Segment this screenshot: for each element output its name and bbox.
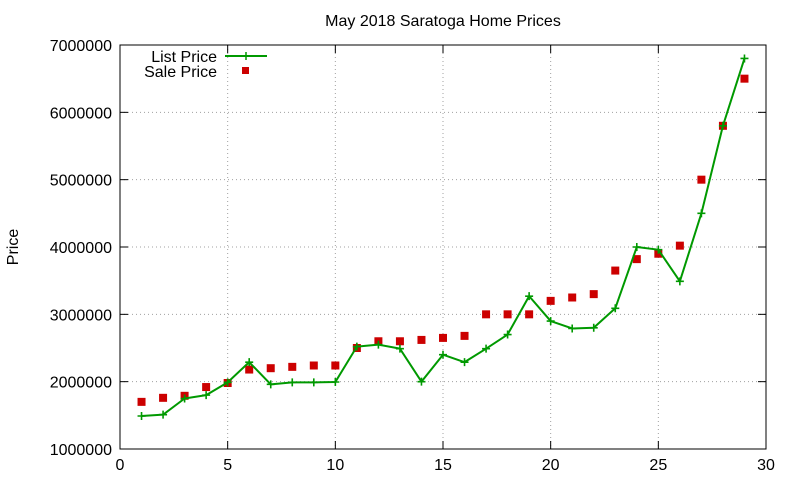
sale-price-point (331, 361, 340, 370)
list-price-point (632, 243, 641, 251)
list-price-point (202, 391, 211, 400)
chart-title: May 2018 Saratoga Home Prices (325, 13, 561, 30)
sale-price-point (266, 364, 275, 373)
list-price-point (352, 342, 361, 351)
series-layer (137, 54, 749, 421)
list-price-point (245, 358, 254, 367)
x-tick-label: 5 (223, 457, 232, 474)
list-price-point (482, 344, 491, 353)
legend: List Price Sale Price (144, 49, 267, 81)
list-price-point (309, 378, 318, 387)
list-price-point (589, 323, 598, 332)
sale-price-point (503, 310, 512, 319)
list-price-point (654, 245, 663, 254)
sale-price-point (309, 361, 318, 370)
legend-marker-list-price (242, 52, 250, 60)
sale-price-point (395, 337, 404, 346)
y-tick-label: 3000000 (50, 307, 112, 324)
sale-price-point (740, 74, 749, 83)
sale-price-point (654, 249, 663, 258)
list-price-point (180, 394, 189, 403)
list-price-point (525, 292, 534, 301)
sale-price-point (202, 383, 211, 392)
y-tick-label: 4000000 (50, 240, 112, 257)
legend-marker-sale-price (242, 67, 249, 74)
y-tick-label: 7000000 (50, 38, 112, 55)
list-price-point (223, 378, 232, 387)
list-price-point (460, 358, 469, 367)
y-axis-label: Price (5, 229, 22, 266)
x-tick-label: 20 (542, 457, 560, 474)
sale-price-point (460, 331, 469, 340)
y-tick-label: 6000000 (50, 105, 112, 122)
x-tick-label: 10 (326, 457, 344, 474)
sale-price-point (417, 335, 426, 344)
list-price-point (611, 304, 620, 313)
list-price-point (266, 380, 275, 389)
list-price-point (288, 378, 297, 387)
sale-price-point (159, 393, 168, 402)
legend-label-list-price: List Price (151, 49, 217, 66)
list-price-point (137, 412, 146, 421)
x-tick-label: 0 (116, 457, 125, 474)
x-tick-label: 15 (434, 457, 452, 474)
sale-price-point (611, 266, 620, 275)
y-tick-label: 2000000 (50, 375, 112, 392)
sale-price-point (675, 241, 684, 250)
list-price-point (503, 330, 512, 339)
list-price-point (439, 350, 447, 359)
list-price-point (417, 377, 426, 386)
sale-price-point (245, 365, 254, 374)
sale-price-point (439, 333, 447, 342)
sale-price-point (546, 296, 555, 305)
sale-price-point (589, 290, 598, 299)
sale-price-point (288, 362, 297, 371)
legend-label-sale-price: Sale Price (144, 64, 217, 81)
axis-ticks: 1000000 2000000 3000000 4000000 5000000 60000… (50, 38, 775, 474)
list-price-point (718, 121, 727, 130)
y-tick-label: 5000000 (50, 173, 112, 190)
sale-price-point (697, 175, 706, 184)
sale-price-point (137, 397, 146, 406)
sale-price-point (568, 293, 577, 302)
sale-price-point (482, 310, 491, 319)
list-price-point (697, 209, 706, 218)
list-price-point (374, 340, 383, 349)
sale-price-point (525, 310, 534, 319)
list-price-point (331, 378, 340, 387)
list-price-point (395, 344, 404, 353)
x-tick-label: 25 (649, 457, 667, 474)
list-price-point (568, 324, 577, 333)
list-price-point (546, 317, 555, 326)
list-price-point (675, 277, 684, 286)
sale-price-point (632, 255, 641, 264)
x-tick-label: 30 (757, 457, 775, 474)
list-price-point (159, 410, 168, 419)
list-price-point (740, 54, 749, 63)
y-tick-label: 1000000 (50, 442, 112, 459)
